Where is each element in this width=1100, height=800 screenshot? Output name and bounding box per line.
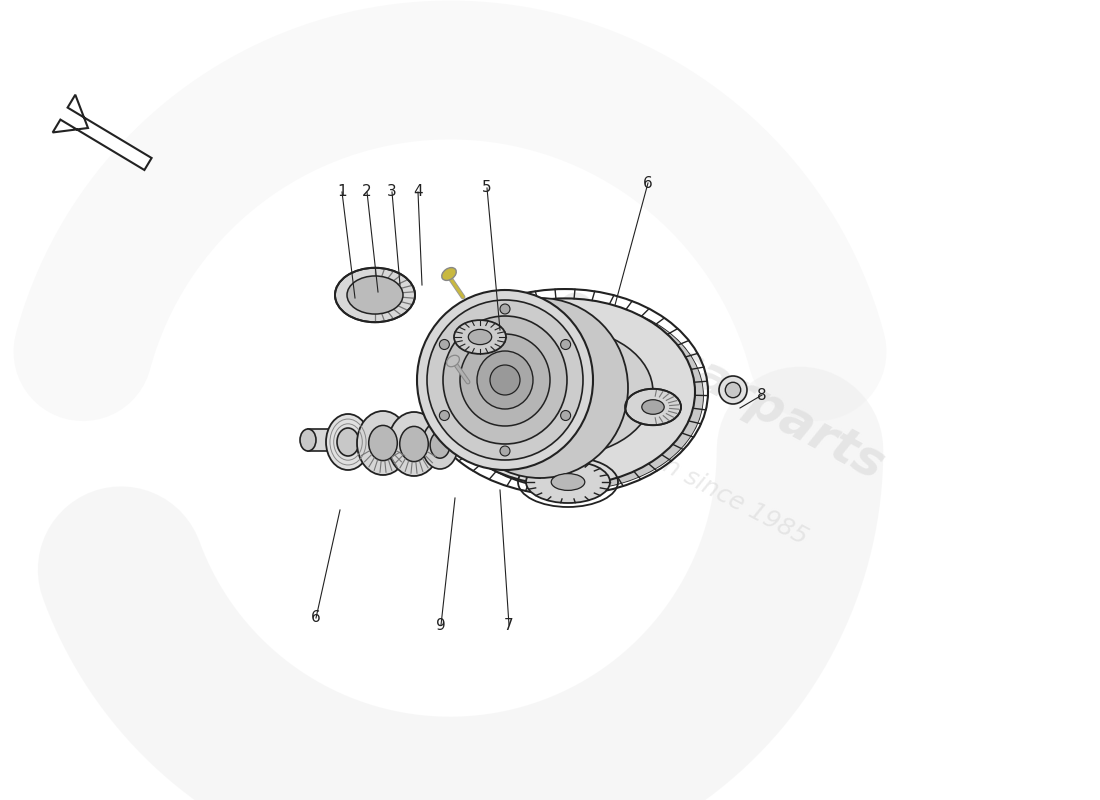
Ellipse shape (358, 411, 409, 475)
Ellipse shape (422, 421, 458, 469)
Text: 6: 6 (311, 610, 321, 626)
Ellipse shape (346, 276, 403, 314)
Text: 5: 5 (482, 181, 492, 195)
Ellipse shape (490, 365, 520, 395)
Polygon shape (505, 290, 540, 478)
Ellipse shape (719, 376, 747, 404)
Ellipse shape (477, 351, 534, 409)
Ellipse shape (725, 382, 740, 398)
Ellipse shape (551, 474, 585, 490)
Ellipse shape (561, 339, 571, 350)
Ellipse shape (427, 300, 583, 460)
Ellipse shape (454, 320, 506, 354)
Ellipse shape (469, 330, 492, 345)
Ellipse shape (442, 267, 456, 281)
Ellipse shape (439, 410, 450, 421)
Ellipse shape (417, 290, 593, 470)
Text: eurocarparts: eurocarparts (548, 277, 892, 490)
Ellipse shape (326, 414, 370, 470)
Ellipse shape (625, 389, 681, 426)
Ellipse shape (500, 446, 510, 456)
Ellipse shape (337, 428, 359, 456)
Ellipse shape (336, 268, 415, 322)
Text: 9: 9 (436, 618, 446, 633)
Text: a passion since 1985: a passion since 1985 (568, 406, 812, 550)
Ellipse shape (452, 298, 628, 478)
Text: 2: 2 (362, 185, 372, 199)
Ellipse shape (443, 316, 566, 444)
Text: 4: 4 (414, 185, 422, 199)
Ellipse shape (368, 426, 397, 461)
Ellipse shape (447, 355, 460, 366)
Polygon shape (565, 298, 703, 490)
Text: 7: 7 (504, 618, 514, 633)
Ellipse shape (300, 429, 316, 451)
Ellipse shape (443, 302, 703, 490)
Ellipse shape (399, 426, 428, 462)
Ellipse shape (526, 461, 610, 503)
Ellipse shape (460, 334, 550, 426)
Ellipse shape (388, 412, 440, 476)
Ellipse shape (561, 410, 571, 421)
Polygon shape (53, 94, 152, 170)
Bar (308, 429, 528, 451)
Ellipse shape (430, 432, 450, 458)
Ellipse shape (434, 298, 695, 486)
Text: 6: 6 (644, 175, 653, 190)
Text: 3: 3 (387, 185, 397, 199)
Ellipse shape (500, 304, 510, 314)
Ellipse shape (439, 339, 450, 350)
Text: 8: 8 (757, 387, 767, 402)
Ellipse shape (477, 329, 653, 455)
Ellipse shape (641, 400, 664, 414)
Text: 1: 1 (338, 185, 346, 199)
